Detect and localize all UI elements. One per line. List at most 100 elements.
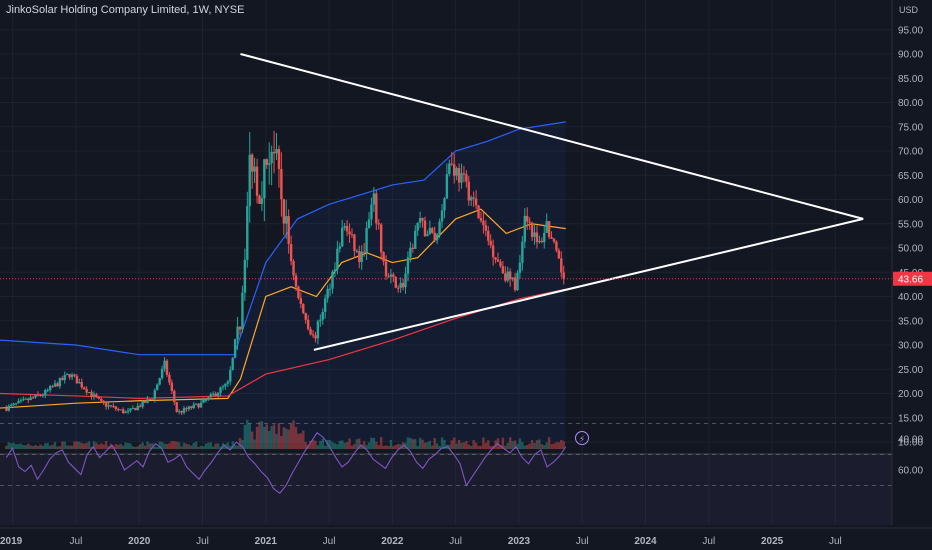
time-tick-label: Jul [323,536,336,547]
volume-bar [482,437,485,449]
volume-bar [5,445,8,449]
candle-body [508,271,512,280]
candle-body [238,326,242,330]
candle-body [540,240,544,243]
volume-bar [280,435,283,449]
volume-bar [526,444,529,449]
volume-bar [7,442,10,449]
candle-body [260,198,264,204]
volume-bar [304,441,307,449]
candle-body [9,404,13,406]
candle-body [58,378,62,387]
candle-body [350,234,354,236]
candle-body [404,273,407,288]
candle-body [389,274,393,277]
volume-bar [202,446,205,449]
candle-body [107,405,110,407]
candle-body [423,220,427,237]
volume-bar [119,443,122,449]
chart-legend-title: JinkoSolar Holding Company Limited, 1W, … [6,4,245,16]
candle-body [452,164,456,176]
candle-body [100,398,103,402]
candle-body [53,383,57,387]
candle-body [294,275,298,287]
volume-bar [44,443,47,449]
candle-body [34,394,37,398]
volume-bar [336,444,339,449]
volume-bar [555,442,558,449]
candle-body [131,408,135,410]
candle-body [126,410,130,412]
volume-bar [173,441,176,449]
volume-bar [433,438,436,449]
candle-body [92,394,96,397]
volume-bar [462,442,466,449]
candle-body [370,204,373,220]
candle-body [333,269,337,272]
price-tick-label: 25.00 [898,365,923,376]
candle-body [518,262,522,273]
volume-bar [250,431,254,449]
volume-bar [27,443,30,449]
candle-body [173,390,176,403]
candlesticks [5,130,565,415]
price-tick-label: 35.00 [898,316,923,327]
volume-bar [540,444,544,449]
candle-body [190,406,193,409]
candle-body [382,252,385,262]
volume-bar [19,443,23,449]
candle-body [336,248,339,270]
candle-body [95,394,98,398]
volume-bar [219,446,222,449]
time-tick-label: 2023 [508,536,531,547]
candle-body [109,405,113,407]
candle-body [528,221,531,223]
time-tick-label: 2024 [634,536,657,547]
volume-bar [14,444,18,449]
price-tick-label: 95.00 [898,25,923,36]
volume-bar [370,437,373,449]
currency-label: USD [899,5,919,15]
volume-bar [435,443,439,449]
candle-body [365,228,368,253]
volume-bar [406,437,410,449]
candle-body [448,163,451,175]
volume-bar [467,444,471,449]
volume-bar [139,444,142,449]
volume-bar [124,442,127,449]
volume-bar [338,440,341,449]
triangle-trendlines[interactable] [240,53,864,351]
candle-body [31,397,35,399]
candle-body [197,403,200,408]
volume-bar [457,439,461,449]
volume-bar [508,437,512,449]
volume-bar [452,437,456,449]
volume-bar [90,446,93,449]
price-tick-label: 75.00 [898,122,923,133]
candle-body [530,222,534,237]
volume-bar [358,438,361,449]
lightning-icon[interactable]: ⚡ [575,431,589,445]
volume-bar [397,443,400,449]
candle-body [297,286,300,299]
volume-bar [409,437,412,449]
candle-body [311,334,315,336]
candle-body [241,292,244,330]
candle-body [387,276,390,278]
volume-bar [58,446,62,449]
candle-body [487,230,490,241]
rsi-tick-label: 40.00 [898,435,923,446]
candle-body [392,274,395,277]
volume-bar [353,443,356,449]
candle-body [535,232,539,243]
volume-bar [95,442,98,449]
candle-body [552,238,556,242]
candle-body [219,387,222,393]
candle-body [302,303,305,314]
time-tick-label: 2022 [381,536,404,547]
volume-bar [535,440,539,449]
candle-body [41,395,45,397]
candle-body [156,384,159,391]
candle-body [360,251,363,262]
